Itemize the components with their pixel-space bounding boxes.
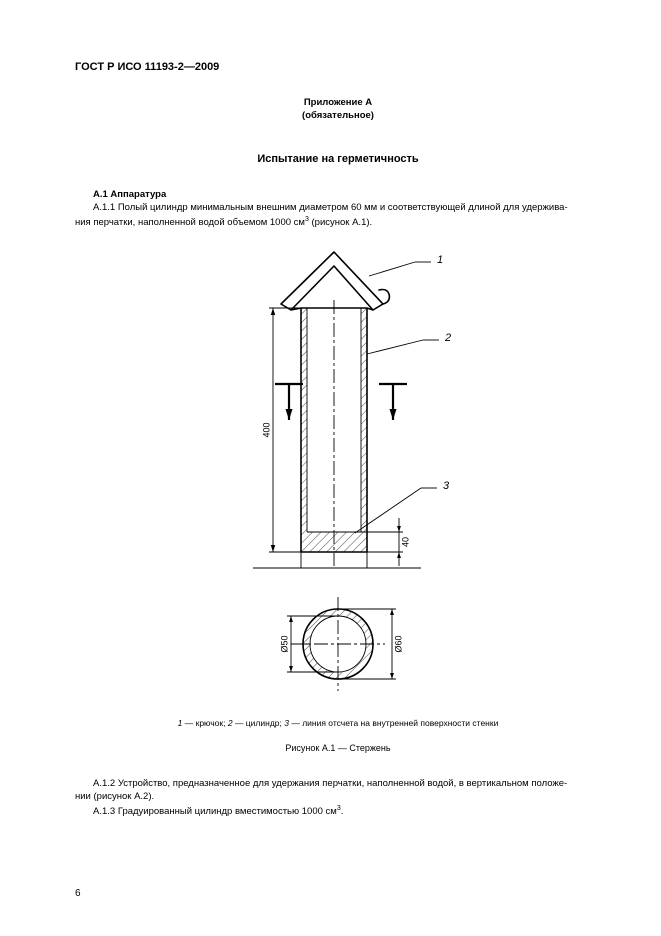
a11-text-a: Полый цилиндр минимальным внешним диамет… xyxy=(115,202,567,213)
a13-text-a: Градуированный цилиндр вместимостью 1000… xyxy=(115,806,337,817)
figure-a1: 400 40 1 2 3 Ø50 Ø60 xyxy=(75,244,601,709)
page-number: 6 xyxy=(75,887,81,901)
a12-text-a: Устройство, предназначенное для удержани… xyxy=(115,778,567,789)
svg-text:400: 400 xyxy=(261,422,271,437)
annex-status: (обязательное) xyxy=(75,110,601,123)
svg-text:1: 1 xyxy=(437,254,443,266)
a12-prefix: А.1.2 xyxy=(93,778,115,789)
a13-text-b: . xyxy=(341,806,344,817)
figure-legend: 1 — крючок; 2 — цилиндр; 3 — линия отсче… xyxy=(75,718,601,729)
section-a1-head: А.1 Аппаратура xyxy=(93,189,601,202)
a11-text-b: ния перчатки, наполненной водой объемом … xyxy=(75,217,305,228)
figure-svg: 400 40 1 2 3 Ø50 Ø60 xyxy=(193,244,483,704)
a12-text-b: нии (рисунок А.2). xyxy=(75,791,154,802)
page: ГОСТ Р ИСО 11193-2—2009 Приложение А (об… xyxy=(0,0,661,936)
a11-prefix: А.1.1 xyxy=(93,202,115,213)
svg-text:Ø60: Ø60 xyxy=(393,635,403,652)
standard-code: ГОСТ Р ИСО 11193-2—2009 xyxy=(75,60,601,75)
svg-text:2: 2 xyxy=(444,332,451,344)
para-a12: А.1.2 Устройство, предназначенное для уд… xyxy=(75,778,601,804)
svg-text:40: 40 xyxy=(400,537,410,547)
para-a11: А.1.1 Полый цилиндр минимальным внешним … xyxy=(75,202,601,230)
para-a13: А.1.3 Градуированный цилиндр вместимость… xyxy=(75,804,601,819)
annex-label: Приложение А xyxy=(75,97,601,110)
a13-prefix: А.1.3 xyxy=(93,806,115,817)
main-title: Испытание на герметичность xyxy=(75,152,601,167)
svg-text:Ø50: Ø50 xyxy=(279,635,289,652)
svg-text:3: 3 xyxy=(443,480,450,492)
annex-block: Приложение А (обязательное) xyxy=(75,97,601,123)
a11-text-c: (рисунок А.1). xyxy=(309,217,372,228)
figure-caption: Рисунок А.1 — Стержень xyxy=(75,742,601,754)
